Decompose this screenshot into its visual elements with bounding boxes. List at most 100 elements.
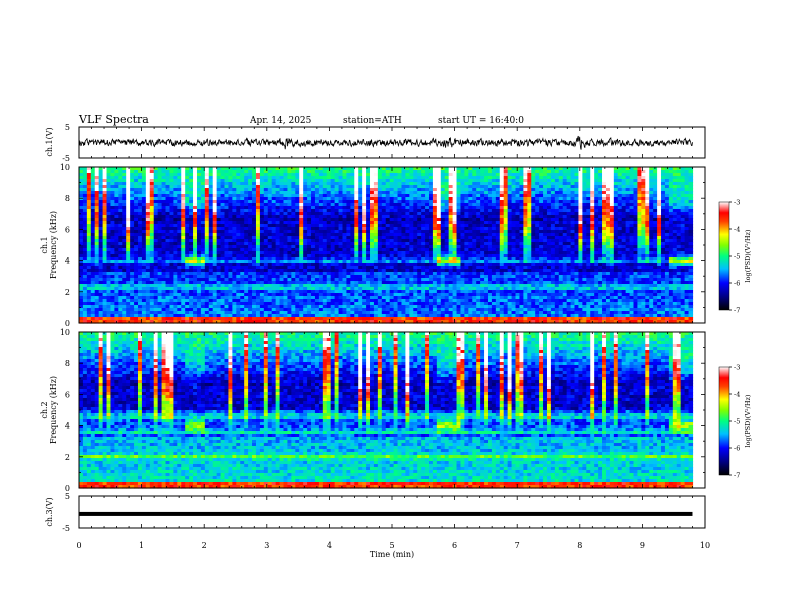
spectrogram-cell	[122, 167, 127, 171]
spectrogram-cell	[259, 188, 265, 192]
spectrogram-cell	[303, 194, 308, 198]
spectrogram-cell	[271, 170, 277, 174]
spectrogram-cell	[661, 182, 666, 186]
spectrogram-cell	[271, 203, 277, 207]
spectrogram-cell	[531, 176, 536, 180]
spectrogram-cell	[377, 185, 383, 189]
spectrogram-cell	[236, 176, 241, 180]
spectrogram-cell	[468, 200, 473, 204]
spectrogram-cell	[664, 176, 670, 180]
spectrogram-cell	[126, 203, 131, 207]
spectrogram-cell	[244, 182, 249, 186]
spectrogram-cell	[645, 203, 650, 207]
spectrogram-cell	[629, 191, 635, 195]
spectrogram-cell	[385, 170, 391, 174]
spectrogram-cell	[216, 176, 222, 180]
spectrogram-cell	[543, 191, 548, 195]
spectrogram-cell	[141, 200, 147, 204]
spectrogram-cell	[605, 170, 611, 174]
spectrogram-cell	[279, 215, 285, 219]
spectrogram-cell	[507, 173, 513, 177]
spectrogram-cell	[527, 182, 532, 186]
spectrogram-cell	[484, 176, 489, 180]
spectrogram-cell	[102, 209, 108, 213]
spectrogram-cell	[189, 185, 194, 189]
spectrogram-cell	[637, 197, 642, 201]
spectrogram-cell	[346, 203, 351, 207]
spectrogram-cell	[546, 179, 552, 183]
spectrogram-cell	[676, 197, 682, 201]
spectrogram-cell	[94, 212, 100, 216]
spectrogram-cell	[539, 188, 544, 192]
spectrogram-cell	[429, 176, 434, 180]
spectrogram-cell	[452, 194, 458, 198]
spectrogram-cell	[153, 173, 159, 177]
spectrogram-cell	[102, 173, 108, 177]
spectrogram-cell	[259, 182, 265, 186]
spectrogram-cell	[106, 212, 112, 216]
spectrogram-cell	[432, 173, 438, 177]
spectrogram-cell	[193, 185, 198, 189]
spectrogram-cell	[668, 191, 674, 195]
spectrogram-cell	[558, 200, 564, 204]
spectrogram-cell	[181, 173, 186, 177]
spectrogram-cell	[161, 191, 167, 195]
spectrogram-cell	[322, 170, 328, 174]
spectrogram-cell	[130, 194, 135, 198]
spectrogram-cell	[122, 182, 127, 186]
spectrogram-cell	[558, 203, 564, 207]
spectrogram-cell	[189, 212, 194, 216]
spectrogram-cell	[267, 176, 273, 180]
spectrogram-cell	[519, 191, 524, 195]
spectrogram-cell	[602, 167, 607, 171]
spectrogram-cell	[314, 206, 320, 210]
spectrogram-cell	[684, 212, 690, 216]
spectrogram-cell	[303, 188, 308, 192]
spectrogram-cell	[165, 185, 171, 189]
spectrogram-cell	[429, 179, 434, 183]
spectrogram-cell	[609, 182, 615, 186]
spectrogram-cell	[503, 209, 509, 213]
spectrogram-cell	[425, 200, 430, 204]
spectrogram-cell	[617, 188, 623, 192]
spectrogram-cell	[338, 179, 344, 183]
spectrogram-cell	[114, 191, 119, 195]
spectrogram-cell	[429, 206, 434, 210]
spectrogram-cell	[421, 173, 426, 177]
spectrogram-cell	[295, 176, 300, 180]
spectrogram-cell	[130, 191, 135, 195]
spectrogram-cell	[145, 182, 151, 186]
spectrogram-cell	[661, 188, 666, 192]
spectrogram-cell	[448, 203, 454, 207]
spectrogram-cell	[582, 197, 587, 201]
spectrogram-cell	[668, 197, 674, 201]
spectrogram-cell	[661, 212, 666, 216]
spectrogram-cell	[495, 209, 501, 213]
spectrogram-cell	[232, 200, 237, 204]
spectrogram-cell	[177, 209, 182, 213]
spectrogram-cell	[668, 209, 674, 213]
spectrogram-cell	[338, 206, 344, 210]
spectrogram-cell	[444, 212, 450, 216]
spectrogram-cell	[511, 197, 517, 201]
spectrogram-cell	[326, 176, 332, 180]
spectrogram-cell	[676, 185, 682, 189]
spectrogram-cell	[134, 206, 139, 210]
spectrogram-cell	[240, 200, 245, 204]
spectrogram-cell	[208, 203, 214, 207]
spectrogram-cell	[476, 188, 481, 192]
spectrogram-cell	[212, 179, 218, 183]
spectrogram-cell	[330, 185, 336, 189]
spectrogram-cell	[432, 212, 438, 216]
spectrogram-cell	[283, 215, 289, 219]
spectrogram-cell	[271, 215, 277, 219]
spectrogram-cell	[169, 176, 174, 180]
spectrogram-cell	[440, 197, 446, 201]
spectrogram-cell	[122, 191, 127, 195]
spectrogram-cell	[570, 212, 576, 216]
spectrogram-cell	[499, 203, 505, 207]
spectrogram-cell	[649, 173, 654, 177]
spectrogram-cell	[448, 212, 454, 216]
spectrogram-cell	[590, 197, 595, 201]
spectrogram-cell	[598, 188, 603, 192]
